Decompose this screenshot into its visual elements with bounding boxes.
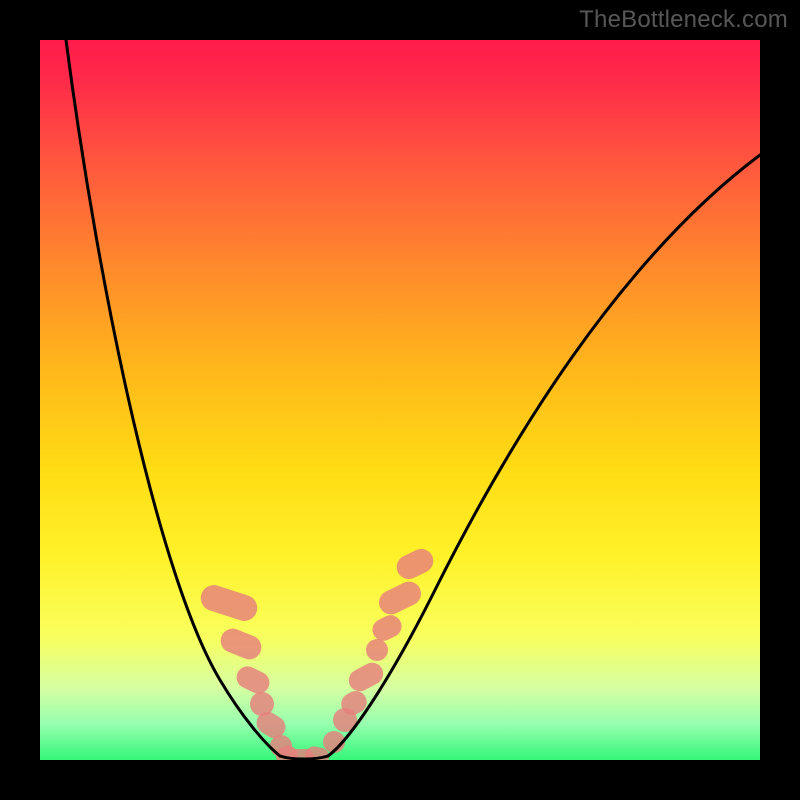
curve-right: [328, 155, 760, 756]
data-marker: [217, 625, 265, 663]
data-marker: [375, 578, 425, 619]
curve-group: [66, 40, 760, 759]
chart-svg: [40, 40, 760, 760]
plot-area: [40, 40, 760, 760]
data-marker: [366, 639, 388, 661]
watermark-text: TheBottleneck.com: [579, 6, 788, 34]
outer-frame: TheBottleneck.com: [0, 0, 800, 800]
data-marker: [393, 545, 438, 583]
data-marker: [197, 582, 260, 625]
data-marker: [233, 663, 273, 698]
